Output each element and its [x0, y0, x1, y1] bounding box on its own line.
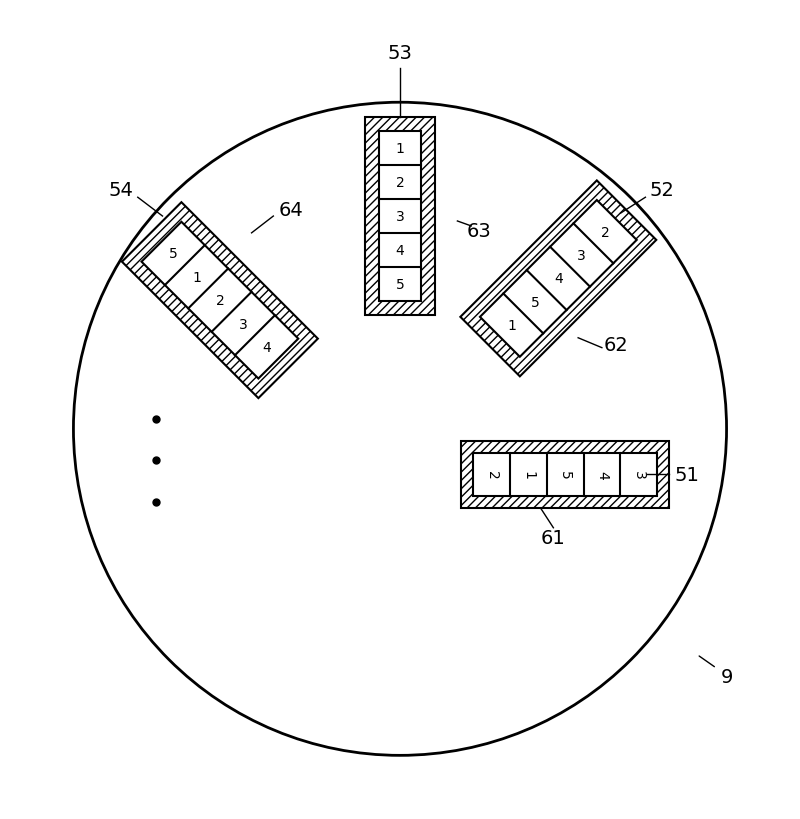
Bar: [142, 223, 298, 379]
Text: 1: 1: [192, 270, 201, 284]
Text: 2: 2: [215, 294, 224, 308]
Text: 62: 62: [603, 336, 628, 355]
Text: 2: 2: [485, 470, 498, 479]
Bar: [379, 132, 421, 301]
Bar: [480, 201, 637, 357]
Text: 9: 9: [720, 667, 733, 686]
Text: 64: 64: [278, 201, 303, 219]
Text: 1: 1: [522, 470, 535, 479]
Text: 5: 5: [530, 296, 539, 310]
Text: 51: 51: [674, 465, 699, 484]
Bar: [462, 441, 669, 509]
Text: 1: 1: [507, 319, 516, 333]
Text: 52: 52: [650, 181, 674, 200]
Bar: [366, 118, 434, 315]
Bar: [474, 453, 658, 496]
Text: 4: 4: [595, 470, 609, 479]
Text: 5: 5: [396, 278, 404, 292]
Circle shape: [74, 103, 726, 755]
Text: 4: 4: [396, 244, 404, 258]
Text: 3: 3: [239, 317, 248, 331]
Text: 2: 2: [396, 176, 404, 190]
Text: 5: 5: [558, 470, 572, 479]
Bar: [122, 203, 318, 399]
Text: 1: 1: [395, 142, 405, 156]
Text: 63: 63: [466, 222, 491, 241]
Text: 61: 61: [541, 528, 566, 547]
Text: 4: 4: [262, 341, 271, 355]
Text: 4: 4: [554, 272, 562, 286]
Bar: [460, 181, 656, 377]
Text: 3: 3: [578, 249, 586, 263]
Text: 2: 2: [601, 225, 610, 239]
Text: 5: 5: [169, 247, 178, 261]
Text: 54: 54: [109, 181, 134, 200]
Text: 53: 53: [387, 44, 413, 63]
Text: 3: 3: [632, 470, 646, 479]
Text: 3: 3: [396, 210, 404, 224]
